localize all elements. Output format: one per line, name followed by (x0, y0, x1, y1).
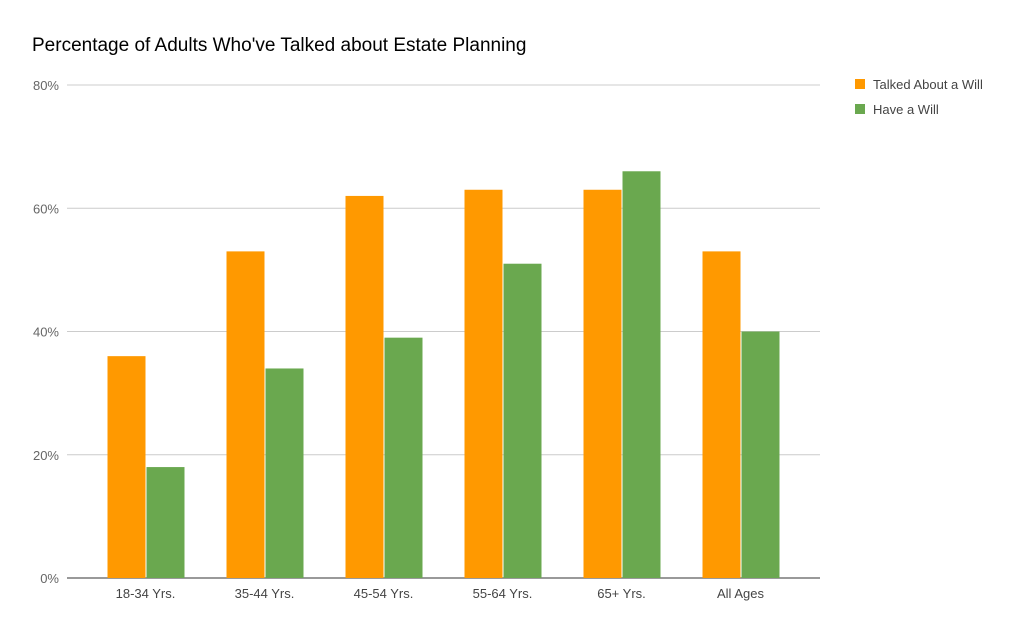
legend-swatch (855, 104, 865, 114)
bar-talked-about-a-will (464, 189, 503, 578)
legend-label: Have a Will (873, 102, 939, 117)
y-tick-label: 0% (40, 571, 59, 586)
x-tick-label: All Ages (717, 586, 764, 601)
x-tick-label: 18-34 Yrs. (116, 586, 176, 601)
bar-have-a-will (622, 171, 661, 578)
bar-talked-about-a-will (107, 356, 146, 578)
bar-have-a-will (265, 368, 304, 578)
legend-swatch (855, 79, 865, 89)
bar-have-a-will (741, 331, 780, 578)
bar-talked-about-a-will (226, 251, 265, 578)
bar-talked-about-a-will (702, 251, 741, 578)
bar-talked-about-a-will (583, 189, 622, 578)
bar-talked-about-a-will (345, 195, 384, 579)
chart-title: Percentage of Adults Who've Talked about… (32, 35, 526, 56)
y-tick-label: 60% (33, 201, 59, 216)
y-tick-label: 40% (33, 325, 59, 340)
x-tick-label: 35-44 Yrs. (235, 586, 295, 601)
x-tick-label: 65+ Yrs. (597, 586, 646, 601)
bar-have-a-will (146, 467, 185, 578)
x-tick-label: 55-64 Yrs. (473, 586, 533, 601)
legend-label: Talked About a Will (873, 77, 983, 92)
x-tick-label: 45-54 Yrs. (354, 586, 414, 601)
y-tick-label: 20% (33, 448, 59, 463)
bar-have-a-will (503, 263, 542, 578)
y-tick-label: 80% (33, 78, 59, 93)
bar-have-a-will (384, 337, 423, 578)
